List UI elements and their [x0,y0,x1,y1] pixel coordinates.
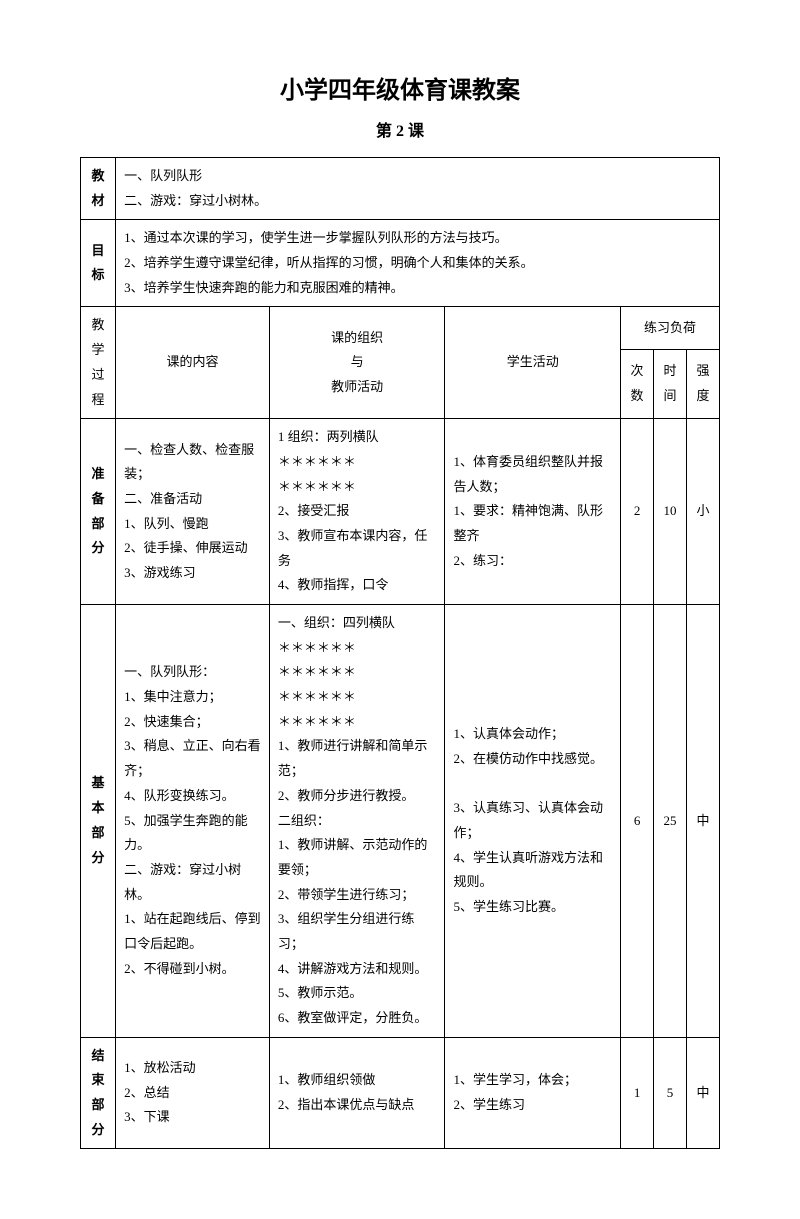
prep-time: 10 [654,419,687,605]
col-intensity: 强度 [686,349,719,419]
goals-label: 目标 [81,220,116,307]
table-row: 教材 一、队列队形 二、游戏：穿过小树林。 [81,158,720,220]
prep-organization: 1 组织：两列横队 ＊＊＊＊＊＊ ＊＊＊＊＊＊ 2、接受汇报 3、教师宣布本课内… [269,419,445,605]
prep-activity: 1、体育委员组织整队并报告人数； 1、要求：精神饱满、队形整齐 2、练习： [445,419,621,605]
col-count: 次数 [621,349,654,419]
main-count: 6 [621,605,654,1038]
end-label: 结束部分 [81,1037,116,1149]
prep-label: 准备部分 [81,419,116,605]
table-row: 结束部分 1、放松活动 2、总结 3、下课 1、教师组织领做 2、指出本课优点与… [81,1037,720,1149]
main-content: 一、队列队形： 1、集中注意力； 2、快速集合； 3、稍息、立正、向右看齐； 4… [116,605,270,1038]
lesson-plan-table: 教材 一、队列队形 二、游戏：穿过小树林。 目标 1、通过本次课的学习，使学生进… [80,157,720,1149]
table-row: 教学过程 课的内容 课的组织 与 教师活动 学生活动 练习负荷 [81,307,720,349]
main-time: 25 [654,605,687,1038]
end-activity: 1、学生学习，体会； 2、学生练习 [445,1037,621,1149]
materials-label: 教材 [81,158,116,220]
col-process: 教学过程 [81,307,116,419]
col-organization: 课的组织 与 教师活动 [269,307,445,419]
table-row: 基本部分 一、队列队形： 1、集中注意力； 2、快速集合； 3、稍息、立正、向右… [81,605,720,1038]
end-time: 5 [654,1037,687,1149]
end-content: 1、放松活动 2、总结 3、下课 [116,1037,270,1149]
col-content: 课的内容 [116,307,270,419]
col-time: 时间 [654,349,687,419]
prep-intensity: 小 [686,419,719,605]
table-row: 准备部分 一、检查人数、检查服装； 二、准备活动 1、队列、慢跑 2、徒手操、伸… [81,419,720,605]
end-organization: 1、教师组织领做 2、指出本课优点与缺点 [269,1037,445,1149]
materials-content: 一、队列队形 二、游戏：穿过小树林。 [116,158,720,220]
end-intensity: 中 [686,1037,719,1149]
main-activity: 1、认真体会动作； 2、在模仿动作中找感觉。 3、认真练习、认真体会动作； 4、… [445,605,621,1038]
prep-count: 2 [621,419,654,605]
table-row: 目标 1、通过本次课的学习，使学生进一步掌握队列队形的方法与技巧。 2、培养学生… [81,220,720,307]
prep-content: 一、检查人数、检查服装； 二、准备活动 1、队列、慢跑 2、徒手操、伸展运动 3… [116,419,270,605]
goals-content: 1、通过本次课的学习，使学生进一步掌握队列队形的方法与技巧。 2、培养学生遵守课… [116,220,720,307]
main-label: 基本部分 [81,605,116,1038]
end-count: 1 [621,1037,654,1149]
page-subtitle: 第 2 课 [80,117,720,141]
main-organization: 一、组织：四列横队 ＊＊＊＊＊＊ ＊＊＊＊＊＊ ＊＊＊＊＊＊ ＊＊＊＊＊＊ 1、… [269,605,445,1038]
col-activity: 学生活动 [445,307,621,419]
main-intensity: 中 [686,605,719,1038]
page-title: 小学四年级体育课教案 [80,70,720,105]
col-practice-load: 练习负荷 [621,307,720,349]
